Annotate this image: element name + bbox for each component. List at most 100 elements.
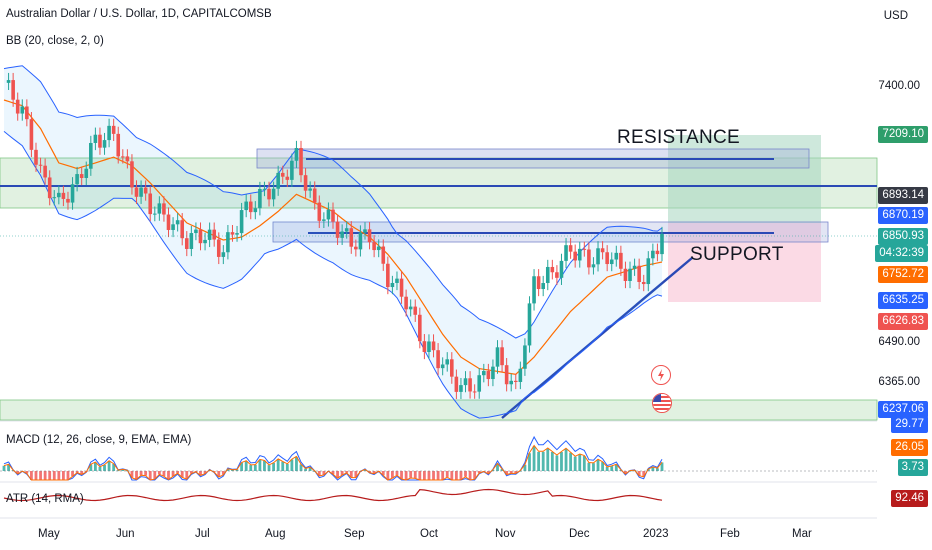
atr-indicator-label[interactable]: ATR (14, RMA) <box>6 493 84 505</box>
us-flag-icon[interactable] <box>652 393 672 413</box>
macd-histogram-bar <box>404 471 408 480</box>
candle-body <box>422 341 427 352</box>
candle-body <box>303 175 308 191</box>
macd-histogram-bar <box>66 471 70 480</box>
resistance-annotation[interactable]: RESISTANCE <box>617 127 741 148</box>
macd-histogram-bar <box>39 471 42 480</box>
macd-histogram-bar <box>624 471 627 474</box>
macd-histogram-bar <box>418 471 422 480</box>
candle-body <box>253 208 258 213</box>
macd-histogram-bar <box>656 468 659 471</box>
candle-body <box>244 201 248 211</box>
support-zone-price-label: 6237.06 <box>878 401 928 418</box>
support-annotation[interactable]: SUPPORT <box>690 244 784 265</box>
candle-body <box>463 378 468 386</box>
macd-histogram-bar <box>157 471 161 475</box>
macd-histogram-bar <box>217 471 221 477</box>
macd-histogram-bar <box>272 462 275 471</box>
candle-body <box>271 188 276 200</box>
candle-body <box>587 249 591 268</box>
position-profit-area[interactable] <box>668 135 821 223</box>
macd-indicator-label[interactable]: MACD (12, 26, close, 9, EMA, EMA) <box>6 434 192 446</box>
symbol-title[interactable]: Australian Dollar / U.S. Dollar, 1D, CAP… <box>6 8 272 20</box>
lightning-icon[interactable] <box>651 365 671 385</box>
candle-body <box>459 385 463 392</box>
macd-histogram-bar <box>290 459 294 471</box>
macd-histogram-bar <box>601 462 604 471</box>
candle-body <box>386 263 390 288</box>
macd-histogram-bar <box>500 468 504 471</box>
macd-histogram-bar <box>2 465 6 471</box>
candle-body <box>207 229 212 240</box>
candle-body <box>15 99 20 114</box>
macd-histogram-bar <box>537 451 541 471</box>
candle-body <box>614 252 619 260</box>
candle-body <box>326 209 331 220</box>
macd-histogram-bar <box>528 453 531 471</box>
candle-body <box>477 375 482 392</box>
candle-body <box>573 251 577 261</box>
candle-body <box>52 197 57 199</box>
candle-body <box>637 265 641 283</box>
candle-body <box>152 213 157 215</box>
macd-histogram-bar <box>573 456 577 471</box>
time-tick-feb: Feb <box>720 528 740 540</box>
candle-body <box>545 266 550 284</box>
candle-body <box>641 282 646 285</box>
candle-body <box>340 231 344 238</box>
candle-body <box>84 168 89 178</box>
macd-histogram-bar <box>546 448 550 471</box>
macd-histogram-bar <box>555 455 559 471</box>
macd-histogram-bar <box>16 471 20 474</box>
macd-histogram-bar <box>7 464 10 471</box>
macd-histogram-bar <box>30 471 33 480</box>
support-zone <box>0 399 878 421</box>
candle-body <box>57 192 61 198</box>
currency-label: USD <box>883 10 908 22</box>
bb-indicator-label[interactable]: BB (20, close, 2, 0) <box>6 35 104 47</box>
macd-histogram-bar <box>422 471 426 480</box>
candle-body <box>248 201 253 213</box>
macd-histogram-bar <box>345 471 349 473</box>
candle-body <box>354 246 358 250</box>
macd-histogram-bar <box>436 471 440 480</box>
candle-body <box>335 221 340 238</box>
macd-histogram-bar <box>441 471 445 480</box>
macd-histogram-bar <box>592 463 595 471</box>
candle-body <box>431 341 436 351</box>
candle-body <box>600 248 605 253</box>
macd-histogram-bar <box>468 471 472 480</box>
stop-price-label: 6626.83 <box>878 313 928 330</box>
candle-body <box>194 229 198 234</box>
macd-histogram-bar <box>112 463 116 471</box>
candle-body <box>344 228 349 232</box>
candle-body <box>413 306 418 315</box>
macd-histogram-bar <box>62 471 65 480</box>
candle-body <box>157 203 162 214</box>
macd-histogram-bar <box>413 471 417 479</box>
candle-body <box>290 160 294 180</box>
macd-histogram-bar <box>505 471 509 475</box>
macd-histogram-bar <box>253 464 257 471</box>
macd-histogram-bar <box>473 471 477 479</box>
bollinger-lower-line <box>3 131 663 419</box>
macd-histogram-bar <box>98 466 102 471</box>
candle-body <box>93 134 98 143</box>
macd-histogram-bar <box>25 471 29 474</box>
candle-body <box>504 365 509 385</box>
candle-body <box>404 296 408 310</box>
macd-histogram-bar <box>368 471 371 473</box>
time-tick-jul: Jul <box>195 528 210 540</box>
candle-body <box>532 276 536 304</box>
macd-histogram-bar <box>349 471 353 478</box>
candle-body <box>591 264 596 268</box>
candle-body <box>555 272 559 278</box>
candle-body <box>6 80 11 83</box>
candle-body <box>418 314 422 342</box>
candle-body <box>180 220 185 239</box>
candle-body <box>317 202 322 221</box>
macd-histogram-bar <box>276 459 280 471</box>
macd-histogram-bar <box>409 471 413 478</box>
candle-body <box>623 268 628 282</box>
